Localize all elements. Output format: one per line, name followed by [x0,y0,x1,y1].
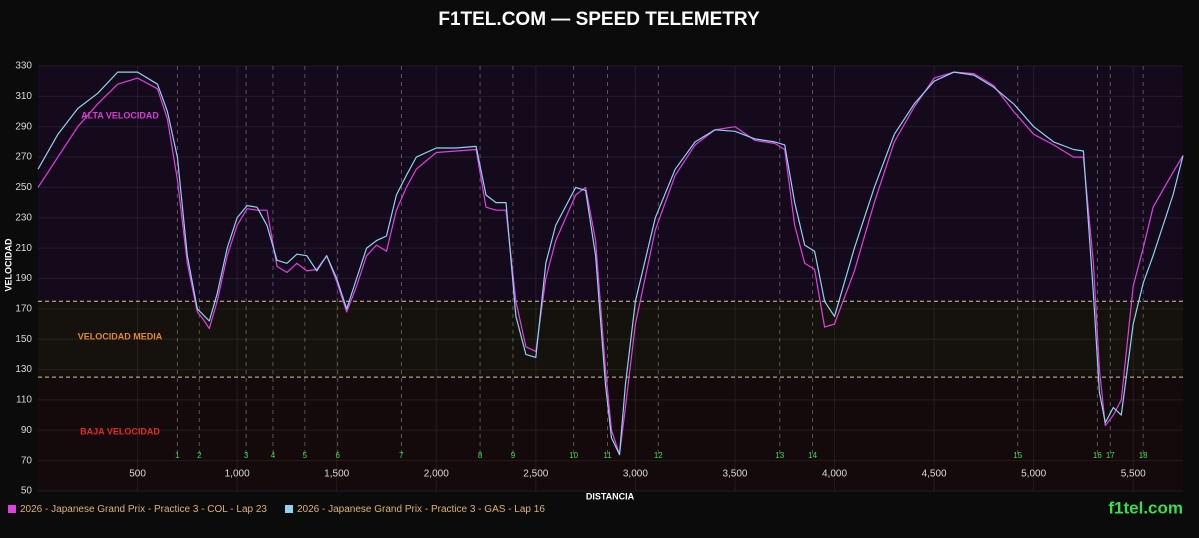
y-tick-label: 130 [15,364,32,375]
zone-label: VELOCIDAD MEDIA [78,332,163,342]
corner-number: 17 [1106,451,1115,460]
chart-title: F1TEL.COM — SPEED TELEMETRY [438,9,760,30]
corner-number: 6 [335,451,340,460]
zone-label: BAJA VELOCIDAD [80,426,160,436]
series-line [37,71,1184,456]
corner-number: 13 [775,451,784,460]
legend-swatch [8,505,16,513]
corner-number: 8 [478,451,483,460]
x-tick-label: 2,500 [523,469,548,480]
corner-number: 11 [603,451,612,460]
y-tick-label: 230 [15,212,32,223]
x-tick-label: 3,000 [623,469,648,480]
y-tick-label: 90 [21,425,33,436]
corner-number: 3 [244,451,249,460]
x-tick-label: 4,500 [922,469,947,480]
legend-swatch [284,505,293,513]
corner-number: 9 [511,451,516,460]
zone-band [38,66,1183,302]
x-tick-label: 4,000 [822,469,847,480]
y-tick-label: 330 [15,61,32,72]
corner-number: 5 [303,451,308,460]
x-tick-label: 1,000 [225,469,250,480]
y-tick-label: 290 [15,121,32,132]
x-axis-label: DISTANCIA [586,491,635,501]
y-tick-label: 310 [15,91,32,102]
corner-number: 10 [569,451,578,460]
y-tick-label: 70 [21,455,33,466]
corner-number: 12 [654,451,663,460]
y-tick-label: 190 [15,273,32,284]
corner-number: 7 [399,451,404,460]
series-line [37,71,1184,456]
legend-label: 2026 - Japanese Grand Prix - Practice 3 … [20,504,267,515]
corner-number: 18 [1139,451,1148,460]
zone-label: ALTA VELOCIDAD [81,110,159,120]
x-tick-label: 5,000 [1021,469,1046,480]
zone-band [38,301,1183,378]
y-tick-label: 50 [21,486,33,497]
watermark: f1tel.com [1108,498,1183,517]
y-axis-label: VELOCIDAD [3,238,13,292]
corner-number: 16 [1093,451,1102,460]
corner-number: 14 [808,451,817,460]
y-tick-label: 250 [15,182,32,193]
corner-number: 2 [197,451,202,460]
y-tick-label: 170 [15,303,32,314]
corner-number: 1 [175,451,180,460]
y-tick-label: 210 [15,243,32,254]
x-tick-label: 2,000 [424,469,449,480]
x-tick-label: 1,500 [324,469,349,480]
legend-label: 2026 - Japanese Grand Prix - Practice 3 … [297,504,545,515]
y-tick-label: 270 [15,152,32,163]
x-tick-label: 3,500 [722,469,747,480]
corner-number: 15 [1013,451,1022,460]
x-tick-label: 500 [129,469,146,480]
y-tick-label: 110 [16,395,32,406]
y-tick-label: 150 [15,334,32,345]
x-tick-label: 5,500 [1121,469,1146,480]
corner-number: 4 [271,451,276,460]
